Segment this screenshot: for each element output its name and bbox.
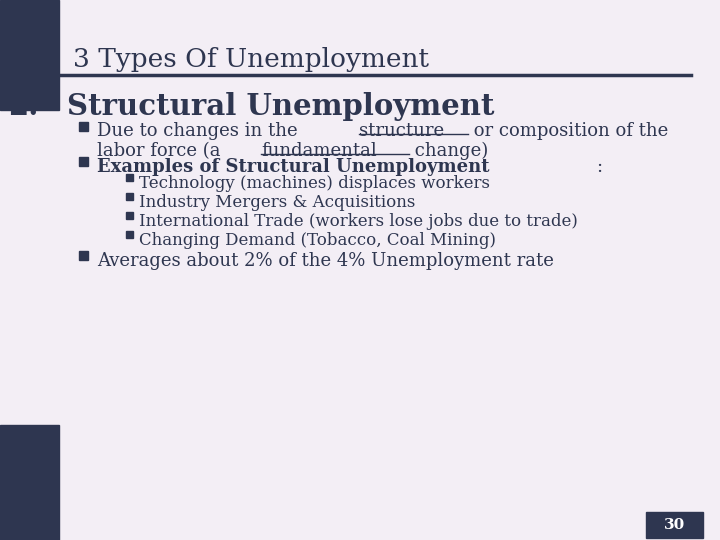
Bar [79, 251, 88, 260]
Text: Technology (machines) displaces workers: Technology (machines) displaces workers [139, 175, 490, 192]
Text: Structural Unemployment: Structural Unemployment [67, 92, 495, 121]
Bar [646, 512, 703, 538]
Bar [126, 212, 133, 219]
Bar [79, 122, 88, 131]
Bar [126, 231, 133, 238]
Text: change): change) [408, 142, 487, 160]
Bar [0, 425, 59, 540]
Text: Due to changes in the: Due to changes in the [96, 122, 303, 140]
Text: Industry Mergers & Acquisitions: Industry Mergers & Acquisitions [139, 194, 415, 211]
Text: Changing Demand (Tobacco, Coal Mining): Changing Demand (Tobacco, Coal Mining) [139, 232, 496, 249]
Text: Examples of Structural Unemployment: Examples of Structural Unemployment [96, 158, 489, 176]
Text: 30: 30 [664, 518, 685, 532]
Text: Averages about 2% of the 4% Unemployment rate: Averages about 2% of the 4% Unemployment… [96, 252, 554, 270]
Text: 3 Types Of Unemployment: 3 Types Of Unemployment [73, 47, 429, 72]
Bar [126, 193, 133, 200]
Text: :: : [596, 158, 603, 176]
Text: structure: structure [359, 122, 444, 140]
Bar [126, 174, 133, 181]
Text: 2.: 2. [8, 92, 38, 121]
Text: labor force (a: labor force (a [96, 142, 226, 160]
Bar [0, 0, 59, 110]
Text: fundamental: fundamental [261, 142, 377, 160]
Text: International Trade (workers lose jobs due to trade): International Trade (workers lose jobs d… [139, 213, 578, 230]
Text: or composition of the: or composition of the [468, 122, 668, 140]
Bar [79, 157, 88, 166]
